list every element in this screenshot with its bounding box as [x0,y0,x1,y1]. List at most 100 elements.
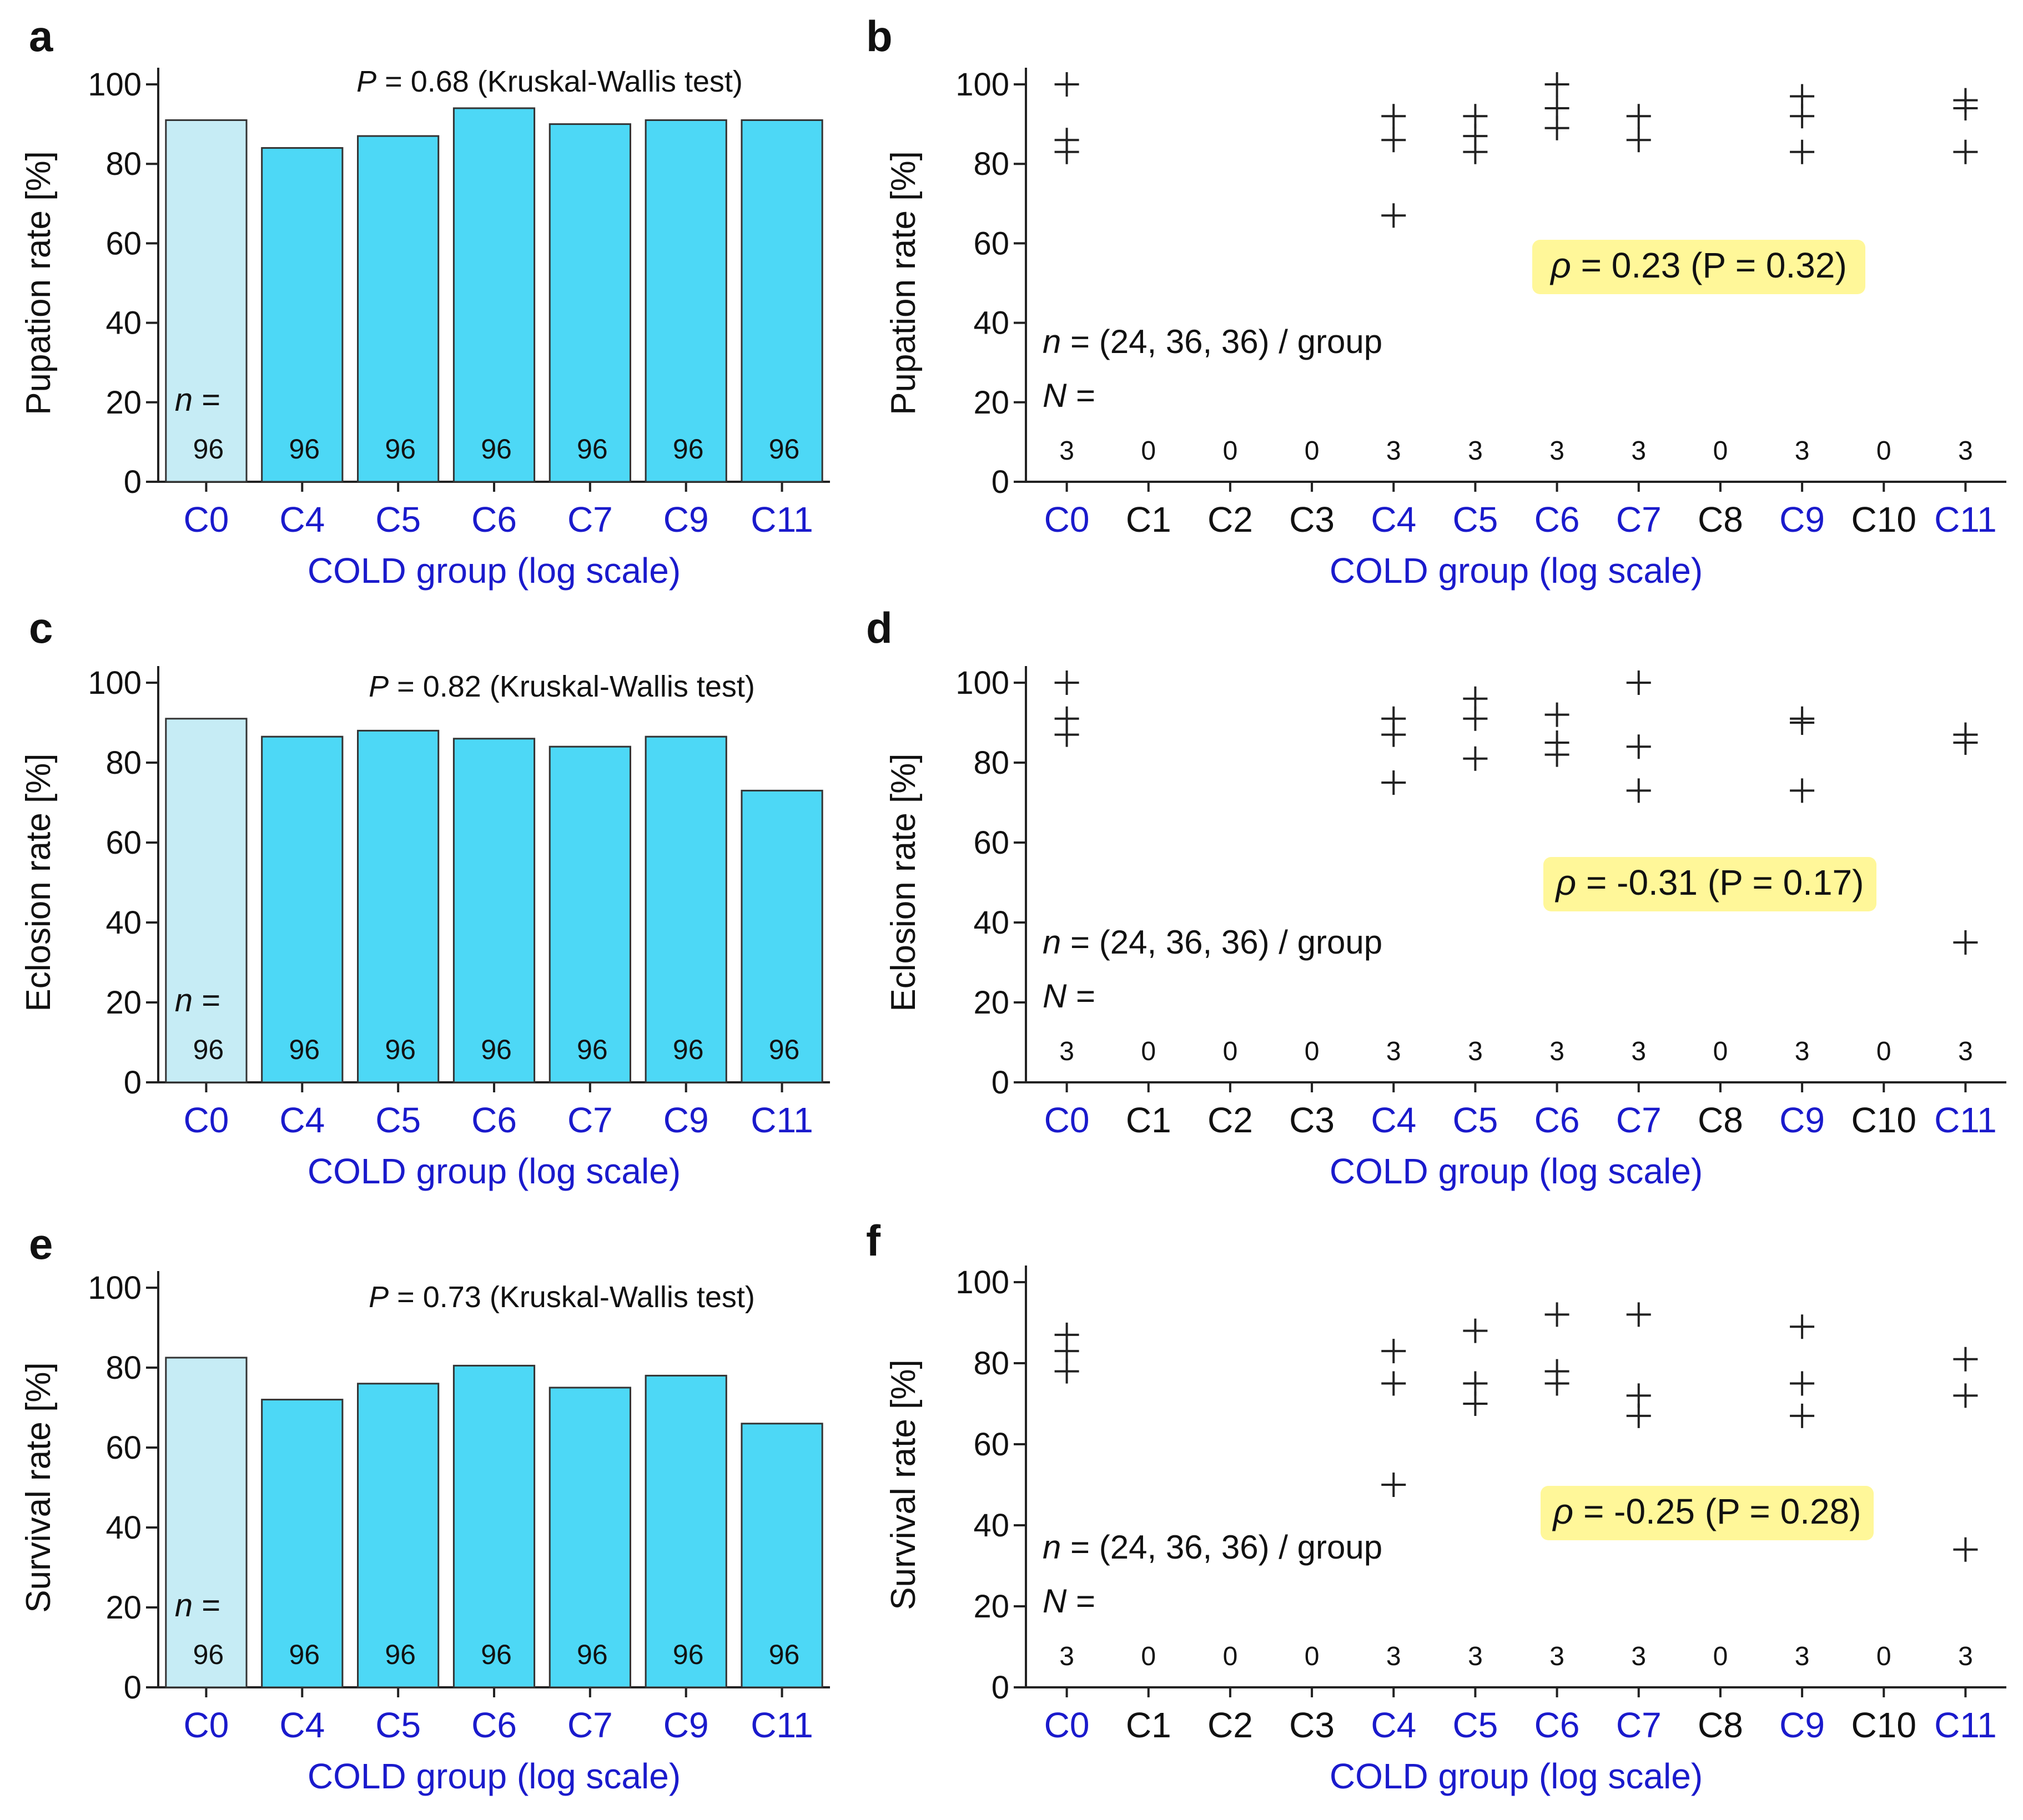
x-tick-label: C9 [663,1705,709,1745]
y-axis-label: Eclosion rate [%] [19,753,58,1011]
y-tick-label: 40 [973,905,1009,941]
y-tick-label: 20 [105,985,142,1021]
data-point [1626,104,1651,129]
y-tick-label: 40 [105,1510,142,1546]
y-tick-label: 60 [105,225,142,261]
data-point [1463,139,1488,164]
x-tick-label: C9 [1779,1705,1825,1745]
data-point [1544,702,1569,727]
stat-text-rest: = 0.82 (Kruskal-Wallis test) [389,670,755,703]
data-point [1790,1371,1815,1396]
bar [165,1357,248,1688]
y-tick-label: 0 [992,464,1009,500]
y-axis-label: Survival rate [%] [884,1359,923,1610]
x-tick-label: C11 [1934,500,1997,540]
x-tick-label: C10 [1851,1100,1916,1140]
data-point [1381,1371,1406,1396]
N-value: 0 [1305,1642,1320,1671]
y-tick-label: 100 [88,665,142,701]
n-value: 96 [577,433,608,465]
x-tick-label: C6 [1534,1705,1580,1745]
x-tick-label: C4 [1371,1100,1416,1140]
n-value: 96 [577,1034,608,1065]
stat-text-symbol: ρ [1549,245,1571,285]
bar [261,1399,344,1688]
n-text-rest: = (24, 36, 36) / group [1061,924,1382,961]
bar [548,1387,631,1688]
x-tick-label: C7 [567,500,613,540]
x-tick-label: C10 [1851,1705,1916,1745]
x-tick-label: C5 [1453,500,1498,540]
n-label-rest: = [193,982,220,1019]
data-point [1953,730,1978,755]
data-point [1953,1347,1978,1372]
data-point [1381,1473,1406,1497]
data-point [1953,1383,1978,1408]
stat-text-rest: = 0.23 (P = 0.32) [1571,245,1847,285]
N-value: 3 [1059,1642,1074,1671]
data-point [1953,95,1978,120]
panel-e: e 0 20 40 60 80 100 Survival rate [%] C0 C4 C5 C6 C7… [19,1219,830,1796]
x-tick-label: C6 [471,500,517,540]
y-tick-label: 60 [973,225,1009,261]
bar [548,123,631,483]
x-tick-label: C4 [279,500,325,540]
x-tick-label: C0 [1044,1705,1090,1745]
N-value: 3 [1468,436,1483,466]
x-tick-label: C2 [1207,1705,1253,1745]
x-tick-label: C2 [1207,1100,1253,1140]
y-tick-label: 80 [973,745,1009,781]
data-point [1790,139,1815,164]
stat-text-rest: = -0.31 (P = 0.17) [1576,863,1864,903]
N-value: 0 [1713,1037,1728,1066]
x-tick-label: C8 [1698,500,1743,540]
y-tick-label: 20 [973,985,1009,1021]
data-point [1544,115,1569,140]
N-value: 3 [1549,436,1564,466]
panel-letter: b [866,12,893,61]
n-value: 96 [673,1639,704,1670]
data-point [1381,128,1406,153]
stat-text: P = 0.68 (Kruskal-Wallis test) [356,65,743,98]
panel-b: b 0 20 40 60 80 100 Pupation rate [%] C0 C1 C2 C3 C4… [866,12,2006,591]
y-axis-label: Eclosion rate [%] [884,753,923,1011]
N-value: 0 [1713,1642,1728,1671]
y-tick-label: 80 [105,745,142,781]
N-value: 3 [1795,436,1810,466]
x-tick-label: C1 [1126,500,1171,540]
y-tick-label: 60 [973,825,1009,861]
N-value: 3 [1795,1642,1810,1671]
y-tick-label: 60 [105,825,142,861]
n-text-symbol: n [1043,323,1061,360]
data-point [1953,930,1978,955]
data-point [1626,1302,1651,1327]
x-tick-label: C4 [279,1705,325,1745]
y-tick-label: 80 [105,146,142,182]
x-tick-label: C0 [1044,500,1090,540]
n-label: n = [175,982,220,1019]
data-point [1953,1537,1978,1562]
bar [452,1364,536,1688]
N-label-rest: = [1066,377,1095,414]
x-tick-label: C5 [375,1100,421,1140]
N-value: 3 [1468,1642,1483,1671]
y-tick-label: 20 [973,1589,1009,1625]
data-point [1381,770,1406,795]
data-point [1054,722,1079,747]
x-tick-label: C5 [375,1705,421,1745]
data-point [1463,1318,1488,1343]
bar [357,135,440,483]
N-value: 3 [1059,436,1074,466]
y-tick-label: 0 [992,1065,1009,1101]
N-value: 0 [1141,436,1156,466]
y-tick-label: 60 [105,1430,142,1466]
bar [261,735,344,1083]
x-tick-label: C0 [1044,1100,1090,1140]
x-tick-label: C6 [1534,1100,1580,1140]
n-label: n = [175,1587,220,1624]
data-point [1790,710,1815,735]
x-tick-label: C2 [1207,500,1253,540]
y-tick-label: 80 [105,1350,142,1386]
n-value: 96 [673,1034,704,1065]
x-tick-label: C4 [279,1100,325,1140]
